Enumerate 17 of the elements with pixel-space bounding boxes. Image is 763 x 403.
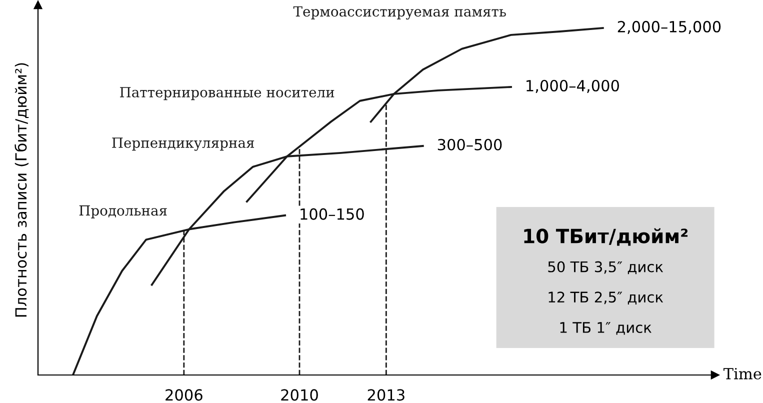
annotation: 100–150 xyxy=(300,208,364,220)
x-axis-title: Time xyxy=(723,368,762,380)
annotation: 2,000–15,000 xyxy=(618,20,721,34)
annotation: 12 ТБ 2,5″ диск xyxy=(548,292,664,304)
annotation: 1 ТБ 1″ диск xyxy=(560,322,652,335)
series-label: Продольная xyxy=(79,205,167,218)
annotation: 300–500 xyxy=(438,138,502,150)
series-label: Термоассистируемая память xyxy=(293,6,506,20)
annotation: 1,000–4,000 xyxy=(526,80,619,93)
x-tick-label: 2013 xyxy=(368,389,404,401)
series-label: Паттернированные носители xyxy=(120,87,334,100)
annotation: 10 ТБит/дюйм² xyxy=(524,228,688,246)
annotation: 50 ТБ 3,5″ диск xyxy=(548,261,664,274)
x-tick-label: 2006 xyxy=(166,389,202,401)
series-label: Перпендикулярная xyxy=(112,138,254,151)
x-tick-label: 2010 xyxy=(281,389,318,401)
y-axis-title: Плотность записи (Гбит/дюйм²) xyxy=(14,63,29,317)
